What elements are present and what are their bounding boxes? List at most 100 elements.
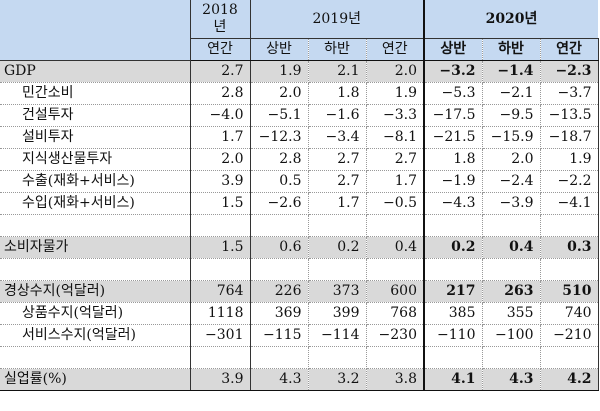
value-cell — [540, 258, 599, 281]
header-period-2019-h2: 하반 — [308, 38, 367, 61]
row-label — [0, 346, 191, 369]
value-cell: 764 — [190, 280, 251, 303]
row-label — [0, 258, 191, 281]
value-cell: 2.7 — [366, 148, 425, 171]
value-cell: −1.9 — [424, 170, 483, 193]
value-cell: 1.7 — [366, 170, 425, 193]
header-period-2020-year: 연간 — [540, 38, 599, 61]
blank-row — [0, 214, 599, 237]
value-cell — [482, 258, 541, 281]
value-cell — [190, 258, 251, 281]
value-cell — [366, 346, 425, 369]
header-2019: 2019년 — [250, 0, 425, 39]
value-cell: 1.8 — [424, 148, 483, 171]
value-cell: 2.0 — [482, 148, 541, 171]
row-label: 서비스수지(억달러) — [0, 324, 191, 347]
value-cell: −18.7 — [540, 126, 599, 149]
value-cell: −110 — [424, 324, 483, 347]
value-cell: 0.3 — [540, 236, 599, 259]
value-cell: 510 — [540, 280, 599, 303]
value-cell — [308, 346, 367, 369]
value-cell — [366, 258, 425, 281]
header-row-periods: 연간 상반 하반 연간 상반 하반 연간 — [0, 38, 599, 61]
value-cell — [482, 346, 541, 369]
value-cell: −4.3 — [424, 192, 483, 215]
value-cell: −4.0 — [190, 104, 251, 127]
value-cell: 2.7 — [190, 60, 251, 83]
value-cell — [308, 214, 367, 237]
row-label: 실업률(%) — [0, 368, 191, 391]
value-cell: 4.3 — [250, 368, 309, 391]
value-cell: 0.4 — [482, 236, 541, 259]
value-cell: 355 — [482, 302, 541, 325]
value-cell — [366, 214, 425, 237]
value-cell: −8.1 — [366, 126, 425, 149]
value-cell: −2.4 — [482, 170, 541, 193]
value-cell: −12.3 — [250, 126, 309, 149]
value-cell: 385 — [424, 302, 483, 325]
value-cell: −100 — [482, 324, 541, 347]
value-cell: −3.3 — [366, 104, 425, 127]
value-cell: −9.5 — [482, 104, 541, 127]
blank-row — [0, 258, 599, 281]
value-cell: 740 — [540, 302, 599, 325]
value-cell: 768 — [366, 302, 425, 325]
table-row: 민간소비 2.8 2.0 1.8 1.9 −5.3 −2.1 −3.7 — [0, 82, 599, 105]
value-cell: 369 — [250, 302, 309, 325]
value-cell: 2.8 — [190, 82, 251, 105]
value-cell: 1.5 — [190, 236, 251, 259]
header-corner — [0, 0, 191, 61]
row-label: 경상수지(억달러) — [0, 280, 191, 303]
value-cell: 2.8 — [250, 148, 309, 171]
value-cell: 263 — [482, 280, 541, 303]
value-cell: 0.2 — [308, 236, 367, 259]
row-label: 수입(재화+서비스) — [0, 192, 191, 215]
value-cell — [424, 214, 483, 237]
value-cell: 373 — [308, 280, 367, 303]
table-row: 수입(재화+서비스) 1.5 −2.6 1.7 −0.5 −4.3 −3.9 −4.1 — [0, 192, 599, 215]
value-cell: −1.6 — [308, 104, 367, 127]
value-cell: 1.5 — [190, 192, 251, 215]
row-label — [0, 214, 191, 237]
value-cell: −3.9 — [482, 192, 541, 215]
value-cell: −301 — [190, 324, 251, 347]
row-label: 상품수지(억달러) — [0, 302, 191, 325]
header-row-years: 2018 년 2019년 2020년 — [0, 0, 599, 61]
value-cell: 226 — [250, 280, 309, 303]
value-cell: 2.1 — [308, 60, 367, 83]
value-cell: −5.1 — [250, 104, 309, 127]
value-cell: 0.2 — [424, 236, 483, 259]
value-cell: −3.7 — [540, 82, 599, 105]
value-cell: 1.9 — [540, 148, 599, 171]
value-cell: 1.8 — [308, 82, 367, 105]
value-cell: −115 — [250, 324, 309, 347]
row-label: 설비투자 — [0, 126, 191, 149]
value-cell: −210 — [540, 324, 599, 347]
header-period-2019-h1: 상반 — [250, 38, 309, 61]
value-cell: −2.2 — [540, 170, 599, 193]
row-label: 수출(재화+서비스) — [0, 170, 191, 193]
table-row: 경상수지(억달러) 764 226 373 600 217 263 510 — [0, 280, 599, 303]
value-cell: 3.8 — [366, 368, 425, 391]
value-cell: 217 — [424, 280, 483, 303]
value-cell: 2.7 — [308, 148, 367, 171]
value-cell — [250, 214, 309, 237]
header-period-2020-h1: 상반 — [424, 38, 483, 61]
table-row: 실업률(%) 3.9 4.3 3.2 3.8 4.1 4.3 4.2 — [0, 368, 599, 391]
value-cell: −21.5 — [424, 126, 483, 149]
value-cell: −13.5 — [540, 104, 599, 127]
row-label: 지식생산물투자 — [0, 148, 191, 171]
value-cell — [190, 346, 251, 369]
table-row: 수출(재화+서비스) 3.9 0.5 2.7 1.7 −1.9 −2.4 −2.2 — [0, 170, 599, 193]
value-cell: 600 — [366, 280, 425, 303]
value-cell: 3.2 — [308, 368, 367, 391]
value-cell — [540, 214, 599, 237]
value-cell: 2.0 — [250, 82, 309, 105]
value-cell — [190, 214, 251, 237]
value-cell — [424, 346, 483, 369]
value-cell — [482, 214, 541, 237]
value-cell: −2.6 — [250, 192, 309, 215]
table-row: 상품수지(억달러) 1118 369 399 768 385 355 740 — [0, 302, 599, 325]
value-cell: 1118 — [190, 302, 251, 325]
value-cell: 2.7 — [308, 170, 367, 193]
